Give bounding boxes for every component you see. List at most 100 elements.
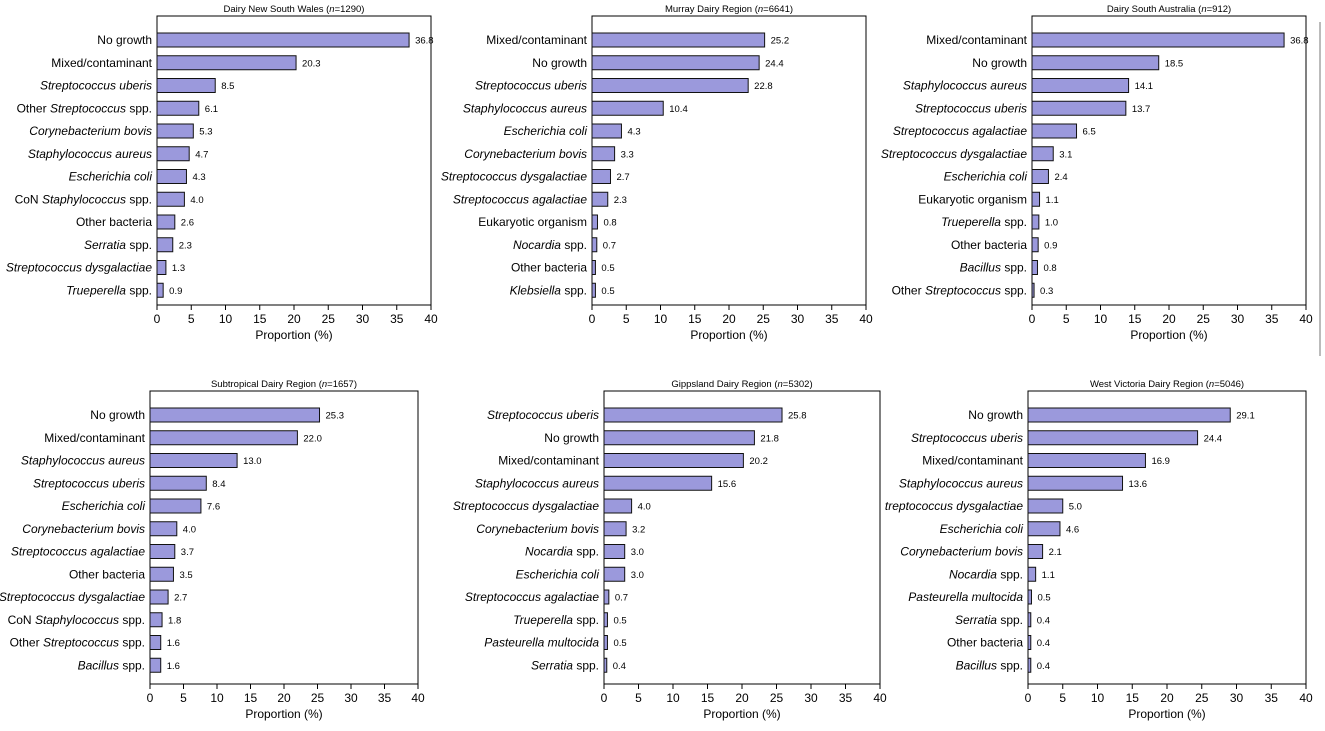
value-label: 1.1: [1046, 195, 1059, 206]
chart-title: West Victoria Dairy Region (n=5046): [1090, 379, 1244, 390]
value-label: 3.0: [631, 570, 644, 581]
chart-panel: Murray Dairy Region (n=6641) Mixed/contam…: [441, 4, 873, 342]
bar: [156, 123, 194, 139]
category-label: Escherichia coli: [944, 170, 1028, 184]
bar: [603, 566, 626, 582]
x-tick-label: 5: [623, 312, 630, 326]
category-label: Streptococcus uberis: [911, 431, 1023, 445]
category-label: Mixed/contaminant: [498, 454, 599, 468]
bar: [149, 430, 298, 446]
x-tick-label: 30: [791, 312, 805, 326]
bar: [149, 612, 163, 628]
x-tick-label: 40: [424, 312, 438, 326]
bar: [149, 589, 169, 605]
chart-panel: Dairy South Australia (n=912) Mixed/conta…: [881, 4, 1313, 342]
category-label: Corynebacterium bovis: [22, 522, 145, 536]
category-label: Streptococcus dysgalactiae: [6, 261, 152, 275]
value-label: 0.4: [613, 661, 626, 672]
x-tick-label: 0: [154, 312, 161, 326]
x-tick-label: 20: [1160, 691, 1174, 705]
bar: [603, 407, 783, 423]
value-label: 0.5: [1037, 593, 1050, 604]
bar: [591, 191, 609, 207]
value-label: 0.3: [1040, 286, 1053, 297]
value-label: 4.6: [1066, 524, 1079, 535]
value-label: 25.2: [771, 36, 790, 47]
bar: [1031, 55, 1160, 71]
bar: [591, 214, 598, 230]
x-tick-label: 30: [804, 691, 818, 705]
bar: [603, 498, 633, 514]
value-label: 4.7: [195, 149, 208, 160]
bar: [591, 260, 596, 275]
bar: [603, 544, 626, 559]
category-label: Streptococcus agalactiae: [465, 590, 599, 604]
x-tick-label: 25: [1197, 312, 1211, 326]
category-label: Mixed/contaminant: [922, 454, 1023, 468]
category-label: Corynebacterium bovis: [476, 522, 599, 536]
value-label: 4.0: [638, 502, 651, 513]
value-label: 0.5: [613, 638, 626, 649]
category-label: Trueperella spp.: [66, 283, 152, 297]
value-label: 0.7: [603, 240, 616, 251]
category-label: Staphylococcus aureus: [463, 101, 587, 115]
value-label: 3.5: [179, 570, 192, 581]
value-label: 36.8: [1290, 36, 1309, 47]
chart-title: Dairy South Australia (n=912): [1107, 4, 1231, 15]
category-label: Mixed/contaminant: [44, 431, 145, 445]
category-label: CoN Staphylococcus spp.: [8, 613, 145, 627]
category-label: Other bacteria: [76, 215, 152, 229]
value-label: 25.3: [326, 411, 345, 422]
x-tick-label: 10: [666, 691, 680, 705]
bar: [156, 214, 176, 230]
chart-title: Gippsland Dairy Region (n=5302): [671, 379, 812, 390]
bar: [149, 407, 321, 423]
bar: [1031, 32, 1285, 48]
value-label: 13.7: [1132, 104, 1151, 115]
value-label: 2.3: [179, 240, 192, 251]
bar: [1027, 453, 1146, 468]
value-label: 21.8: [760, 433, 779, 444]
bar: [603, 657, 608, 673]
x-tick-label: 35: [1265, 312, 1279, 326]
bar: [156, 260, 167, 275]
x-tick-label: 5: [180, 691, 187, 705]
category-label: Streptococcus uberis: [487, 408, 599, 422]
bar: [1031, 237, 1039, 253]
value-label: 10.4: [669, 104, 688, 115]
x-tick-label: 30: [344, 691, 358, 705]
x-tick-label: 5: [1059, 691, 1066, 705]
x-tick-label: 35: [839, 691, 853, 705]
value-label: 18.5: [1165, 58, 1184, 69]
x-tick-label: 35: [825, 312, 839, 326]
chart-panel: Subtropical Dairy Region (n=1657) No grow…: [0, 379, 425, 721]
value-label: 0.5: [613, 615, 626, 626]
category-label: No growth: [532, 56, 587, 70]
category-label: Corynebacterium bovis: [29, 124, 152, 138]
category-label: Bacillus spp.: [956, 658, 1023, 672]
x-tick-label: 30: [1230, 691, 1244, 705]
bar: [156, 191, 185, 207]
bar: [149, 498, 202, 514]
x-tick-label: 15: [1128, 312, 1142, 326]
value-label: 4.0: [190, 195, 203, 206]
x-axis-label: Proportion (%): [1130, 328, 1207, 342]
x-tick-label: 35: [390, 312, 404, 326]
bar: [156, 169, 187, 184]
bar: [149, 453, 238, 468]
value-label: 1.8: [168, 615, 181, 626]
x-tick-label: 20: [287, 312, 301, 326]
bar: [1027, 521, 1061, 537]
value-label: 2.6: [181, 218, 194, 229]
value-label: 22.0: [303, 433, 322, 444]
value-label: 22.8: [754, 81, 773, 92]
value-label: 4.0: [183, 524, 196, 535]
bar: [603, 589, 610, 605]
value-label: 8.5: [221, 81, 234, 92]
x-tick-label: 10: [210, 691, 224, 705]
x-tick-label: 20: [1162, 312, 1176, 326]
x-tick-label: 15: [701, 691, 715, 705]
bar: [591, 237, 598, 253]
chart-title: Subtropical Dairy Region (n=1657): [211, 379, 357, 390]
